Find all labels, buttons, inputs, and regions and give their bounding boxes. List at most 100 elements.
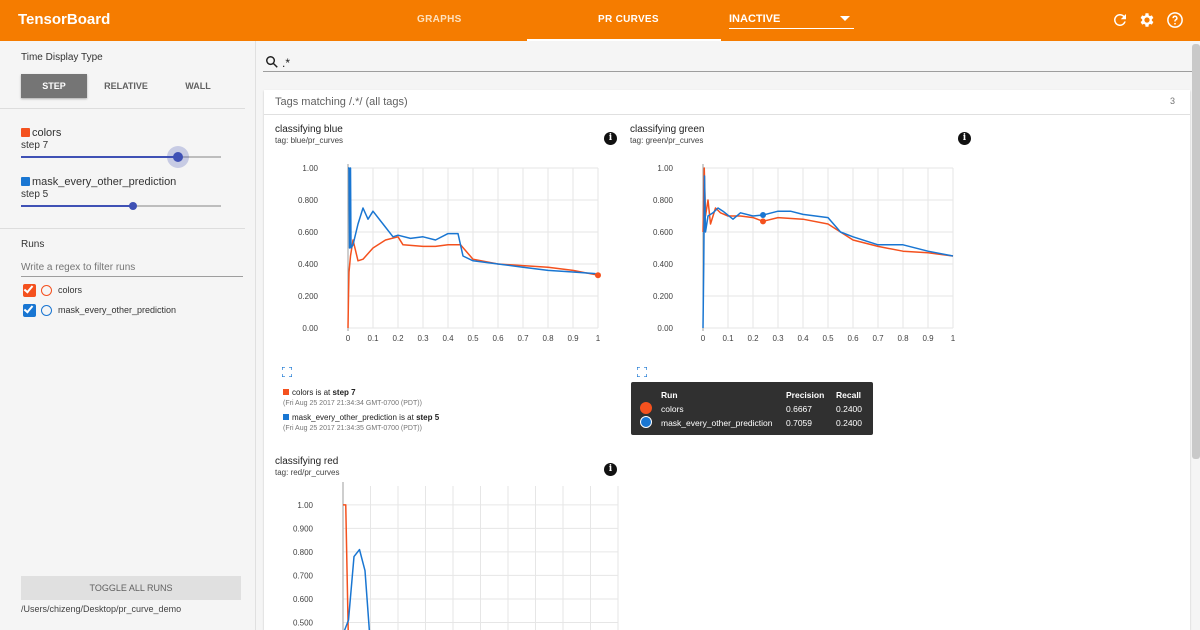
tooltip-header-precision: Precision	[786, 390, 825, 400]
chart-tag: tag: red/pr_curves	[275, 468, 340, 477]
tab-pr-curves[interactable]: PR CURVES	[598, 14, 659, 25]
chart-title: classifying red	[275, 456, 339, 467]
legend-mask-step: step 5	[416, 413, 440, 422]
x-tick-label: 0	[346, 334, 351, 343]
time-display-wall-button[interactable]: WALL	[185, 81, 211, 91]
tab-graphs[interactable]: GRAPHS	[417, 14, 462, 25]
series-line-colors	[702, 167, 954, 257]
series-point	[760, 218, 766, 225]
tag-filter-input[interactable]	[263, 52, 1193, 72]
y-tick-label: 0.700	[293, 571, 314, 580]
x-tick-label: 0.7	[872, 334, 884, 343]
tooltip-colors-dot	[640, 402, 652, 414]
mask-run-label: mask_every_other_prediction	[58, 305, 177, 315]
y-tick-label: 0.00	[302, 324, 318, 333]
x-tick-label: 0.9	[922, 334, 934, 343]
legend-colors-text: colors is at	[292, 388, 333, 397]
legend-colors-line: colors is at step 7	[283, 388, 356, 397]
x-tick-label: 0.4	[442, 334, 454, 343]
toggle-all-runs-button[interactable]: TOGGLE ALL RUNS	[21, 576, 241, 600]
tooltip-mask-dot	[640, 416, 652, 428]
tooltip-mask-recall: 0.2400	[836, 418, 862, 428]
tags-card-header[interactable]	[264, 90, 1190, 115]
x-tick-label: 0.1	[722, 334, 734, 343]
y-tick-label: 0.600	[653, 228, 674, 237]
x-tick-label: 0.2	[747, 334, 759, 343]
mask-run-swatch	[21, 177, 30, 186]
inactive-dropdown-label: INACTIVE	[729, 13, 781, 25]
colors-run-name: colors	[32, 127, 62, 139]
tag-filter-value: .*	[282, 56, 291, 70]
colors-run-checkbox[interactable]	[23, 283, 36, 297]
sidebar	[0, 41, 255, 630]
tags-matching-label: Tags matching /.*/ (all tags)	[275, 96, 408, 108]
time-display-label: Time Display Type	[21, 52, 103, 63]
x-tick-label: 0	[701, 334, 706, 343]
app-title: TensorBoard	[18, 11, 111, 28]
mask-run-color-ring	[41, 305, 52, 316]
info-icon[interactable]: i	[958, 132, 971, 145]
colors-run-color-ring	[41, 285, 52, 296]
chart-green-plot[interactable]: 0.00 0.200 0.400 0.600 0.800 1.00 0 0.1 0.2 0.3 0.…	[630, 150, 980, 365]
y-tick-label: 0.600	[293, 595, 314, 604]
sidebar-divider	[0, 228, 245, 229]
x-tick-label: 0.3	[772, 334, 784, 343]
time-display-step-button[interactable]: STEP	[21, 74, 87, 98]
series-point	[760, 212, 766, 219]
x-tick-label: 0.8	[897, 334, 909, 343]
runs-label: Runs	[21, 239, 45, 250]
gear-icon[interactable]	[1138, 11, 1156, 29]
info-icon[interactable]: i	[604, 463, 617, 476]
colors-run-label: colors	[58, 285, 83, 295]
legend-colors-swatch	[283, 389, 289, 395]
tags-card	[264, 90, 1190, 630]
inactive-dropdown[interactable]: INACTIVE	[729, 11, 854, 29]
legend-mask-swatch	[283, 414, 289, 420]
tags-count: 3	[1170, 96, 1176, 106]
y-tick-label: 0.800	[293, 548, 314, 557]
tooltip-colors-precision: 0.6667	[786, 404, 812, 414]
tooltip-colors-run: colors	[661, 404, 684, 414]
x-tick-label: 0.2	[392, 334, 404, 343]
check-icon	[23, 303, 34, 314]
colors-slider-knob[interactable]	[173, 152, 183, 162]
info-icon[interactable]: i	[604, 132, 617, 145]
mask-run-checkbox[interactable]	[23, 303, 36, 317]
tooltip-colors-recall: 0.2400	[836, 404, 862, 414]
y-tick-label: 1.00	[302, 164, 318, 173]
series-line-mask	[343, 548, 371, 630]
series-point	[595, 272, 601, 279]
series-line-mask	[702, 175, 954, 329]
x-tick-label: 0.6	[492, 334, 504, 343]
x-tick-label: 1	[596, 334, 601, 343]
help-icon[interactable]	[1166, 11, 1184, 29]
y-tick-label: 0.400	[298, 260, 319, 269]
sidebar-border	[255, 41, 256, 630]
expand-icon[interactable]	[637, 367, 647, 377]
x-tick-label: 1	[951, 334, 956, 343]
y-tick-label: 0.500	[293, 618, 314, 627]
tooltip-mask-precision: 0.7059	[786, 418, 812, 428]
top-bar: TensorBoard GRAPHS PR CURVES INACTIVE	[0, 0, 1200, 41]
refresh-icon[interactable]	[1111, 11, 1129, 29]
time-display-relative-button[interactable]: RELATIVE	[104, 81, 148, 91]
colors-run-swatch	[21, 128, 30, 137]
x-tick-label: 0.1	[367, 334, 379, 343]
search-icon	[266, 56, 278, 68]
chart-tag: tag: green/pr_curves	[630, 136, 704, 145]
sidebar-divider	[0, 108, 245, 109]
y-tick-label: 0.200	[653, 292, 674, 301]
mask-slider-knob[interactable]	[129, 202, 137, 210]
x-tick-label: 0.4	[797, 334, 809, 343]
run-regex-filter-input[interactable]: Write a regex to filter runs	[21, 259, 243, 277]
chart-title: classifying green	[630, 124, 705, 135]
logdir-path: /Users/chizeng/Desktop/pr_curve_demo	[21, 604, 182, 614]
chart-blue-plot[interactable]: 0.00 0.200 0.400 0.600 0.800 1.00 0 0.1 0.2 0.3 0.…	[275, 150, 625, 365]
chart-red-plot[interactable]: 0.500 0.600 0.700 0.800 0.900 1.00	[275, 482, 625, 630]
expand-icon[interactable]	[282, 367, 292, 377]
mask-run-step: step 5	[21, 189, 49, 200]
y-tick-label: 0.00	[657, 324, 673, 333]
active-tab-indicator	[527, 39, 721, 41]
legend-colors-step: step 7	[332, 388, 356, 397]
scrollbar[interactable]	[1192, 44, 1200, 459]
